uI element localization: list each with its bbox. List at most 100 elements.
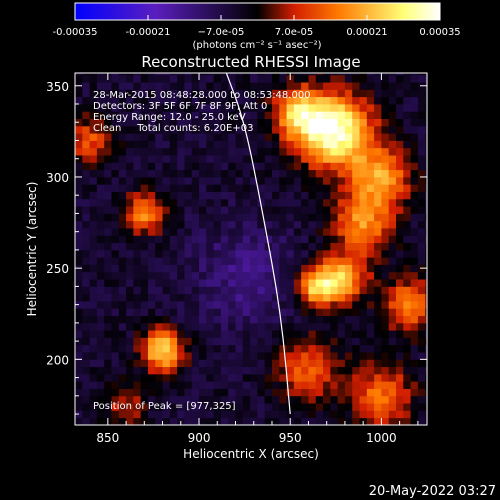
heatmap-cell — [395, 286, 404, 295]
heatmap-cell — [220, 89, 229, 98]
heatmap-cell — [220, 235, 229, 244]
heatmap-cell — [286, 293, 295, 302]
heatmap-cell — [286, 300, 295, 309]
heatmap-cell — [403, 264, 411, 273]
heatmap-cell — [89, 73, 98, 76]
heatmap-cell — [191, 96, 200, 105]
heatmap-cell — [388, 206, 397, 214]
heatmap-cell — [417, 403, 426, 411]
heatmap-cell — [89, 352, 98, 360]
heatmap-cell — [301, 315, 309, 324]
heatmap-cell — [374, 257, 382, 265]
heatmap-cell — [147, 89, 156, 98]
heatmap-cell — [155, 184, 163, 192]
heatmap-cell — [177, 125, 185, 134]
heatmap-cell — [199, 300, 207, 309]
heatmap-cell — [366, 228, 375, 236]
heatmap-cell — [242, 169, 251, 178]
heatmap-cell — [330, 293, 339, 302]
heatmap-cell — [75, 279, 83, 287]
heatmap-cell — [111, 73, 120, 76]
heatmap-cell — [169, 403, 178, 411]
heatmap-cell — [228, 140, 236, 149]
heatmap-cell — [330, 373, 339, 382]
heatmap-cell — [410, 155, 419, 163]
heatmap-cell — [286, 410, 295, 419]
heatmap-cell — [140, 162, 149, 171]
heatmap-cell — [213, 315, 222, 324]
y-tick-label: 300 — [46, 171, 69, 185]
heatmap-cell — [126, 359, 134, 368]
heatmap-cell — [169, 140, 178, 149]
heatmap-cell — [140, 264, 149, 273]
heatmap-cell — [75, 330, 83, 338]
heatmap-cell — [330, 315, 339, 324]
heatmap-cell — [250, 373, 258, 382]
heatmap-cell — [133, 235, 142, 244]
heatmap-cell — [337, 403, 346, 411]
heatmap-cell — [381, 73, 390, 76]
heatmap-cell — [199, 403, 207, 411]
heatmap-cell — [228, 395, 236, 404]
heatmap-cell — [147, 242, 156, 251]
heatmap-cell — [395, 388, 404, 397]
heatmap-cell — [293, 176, 302, 185]
heatmap-cell — [395, 220, 404, 229]
heatmap-cell — [75, 395, 83, 404]
heatmap-cell — [410, 308, 419, 316]
heatmap-cell — [133, 133, 142, 141]
heatmap-cell — [235, 147, 244, 156]
heatmap-cell — [257, 344, 266, 353]
heatmap-cell — [169, 286, 178, 295]
heatmap-cell — [75, 257, 83, 265]
heatmap-cell — [417, 162, 426, 171]
heatmap-cell — [104, 293, 112, 302]
heatmap-cell — [344, 104, 353, 112]
heatmap-cell — [133, 206, 142, 214]
heatmap-cell — [337, 286, 346, 295]
heatmap-cell — [220, 344, 229, 353]
heatmap-cell — [82, 111, 90, 119]
heatmap-cell — [199, 352, 207, 360]
heatmap-cell — [147, 315, 156, 324]
heatmap-cell — [155, 410, 163, 419]
heatmap-cell — [75, 133, 83, 141]
heatmap-cell — [126, 264, 134, 273]
heatmap-cell — [191, 104, 200, 112]
heatmap-cell — [199, 235, 207, 244]
heatmap-cell — [169, 322, 178, 331]
heatmap-cell — [96, 176, 105, 185]
heatmap-cell — [366, 213, 375, 222]
heatmap-cell — [330, 395, 339, 404]
heatmap-cell — [257, 155, 266, 163]
heatmap-cell — [330, 176, 339, 185]
heatmap-cell — [199, 271, 207, 280]
heatmap-cell — [381, 264, 390, 273]
heatmap-cell — [344, 395, 353, 404]
heatmap-cell — [403, 417, 411, 425]
heatmap-cell — [126, 352, 134, 360]
heatmap-cell — [191, 264, 200, 273]
heatmap-cell — [177, 373, 185, 382]
heatmap-cell — [250, 359, 258, 368]
heatmap-cell — [147, 82, 156, 90]
heatmap-cell — [286, 82, 295, 90]
heatmap-cell — [359, 191, 368, 200]
heatmap-cell — [133, 155, 142, 163]
heatmap-cell — [75, 220, 83, 229]
heatmap-cell — [323, 147, 331, 156]
heatmap-cell — [279, 125, 287, 134]
heatmap-cell — [177, 242, 185, 251]
heatmap-cell — [140, 96, 149, 105]
heatmap-cell — [118, 118, 127, 127]
heatmap-cell — [242, 286, 251, 295]
heatmap-cell — [425, 337, 427, 346]
annotation-energy-range: Energy Range: 12.0 - 25.0 keV — [93, 112, 246, 123]
heatmap-cell — [381, 162, 390, 171]
heatmap-cell — [126, 206, 134, 214]
heatmap-cell — [410, 410, 419, 419]
heatmap-cell — [184, 286, 193, 295]
heatmap-cell — [213, 82, 222, 90]
heatmap-cell — [352, 315, 360, 324]
heatmap-cell — [388, 191, 397, 200]
